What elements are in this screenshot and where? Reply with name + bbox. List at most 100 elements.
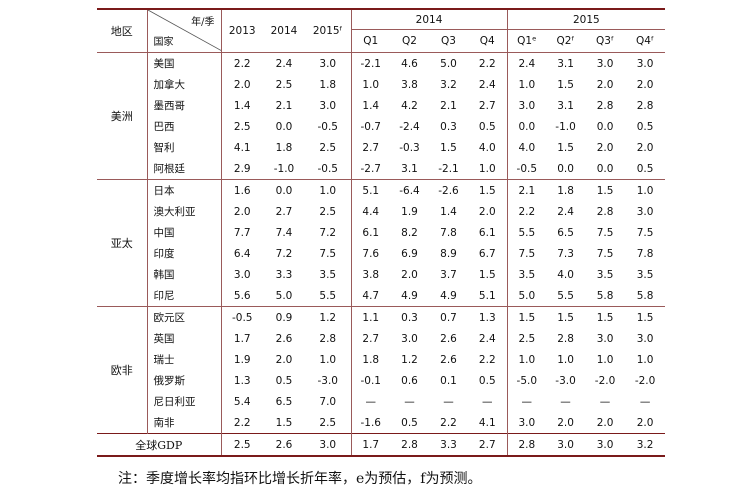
value-cell: 0.0 [275, 120, 293, 133]
value-cell: 1.5 [585, 306, 626, 328]
table-footnote: 注：季度增长率均指环比增长折年率，e为预估，f为预测。 [118, 471, 482, 487]
corner-year-quarter-label: 年/季 [191, 17, 215, 28]
value-cell: 3.8 [362, 268, 380, 281]
region-cell: 美洲 [97, 52, 148, 180]
value-cell: 0.0 [557, 162, 574, 175]
value-cell: 0.3 [440, 120, 457, 133]
value-cell: 7.0 [305, 391, 352, 412]
value-cell: 0.9 [263, 306, 305, 328]
value-cell: 3.5 [596, 268, 614, 281]
value-cell: 7.8 [636, 247, 654, 260]
value-cell: 2.5 [518, 332, 536, 345]
value-cell: 1.5 [557, 78, 574, 91]
quarter-header-2014-q3: Q3 [429, 29, 468, 53]
value-cell: 1.2 [305, 306, 352, 328]
value-cell: 3.5 [636, 268, 654, 281]
table-row: 瑞士 1.9 2.0 1.0 1.8 1.2 2.6 2.2 1.0 1.0 1.0 1.0 [97, 349, 665, 370]
value-cell: 3.0 [518, 416, 536, 429]
country-cell: 印度 [147, 243, 222, 264]
country-cell: 美国 [147, 52, 222, 74]
global-value: 3.0 [585, 433, 626, 457]
value-cell: 4.7 [362, 289, 380, 302]
value-cell: 0.5 [468, 370, 508, 391]
value-cell: 0.0 [518, 120, 536, 133]
value-cell: 8.9 [440, 247, 457, 260]
table-row: 巴西 2.5 0.0 -0.5 -0.7 -2.4 0.3 0.5 0.0 -1.0 0.0 0.5 [97, 116, 665, 137]
value-cell: -0.3 [399, 141, 420, 154]
region-column-header: 地区 [97, 8, 148, 53]
country-cell: 英国 [147, 328, 222, 349]
value-cell: 3.2 [440, 78, 457, 91]
value-cell: — [521, 395, 533, 408]
value-cell: 6.9 [401, 247, 418, 260]
value-cell: 1.5 [585, 179, 626, 201]
corner-country-label: 国家 [153, 37, 174, 48]
value-cell: 0.5 [636, 120, 654, 133]
value-cell: 1.0 [636, 353, 654, 366]
global-value: 2.6 [263, 433, 305, 457]
global-value: 3.3 [429, 433, 468, 457]
value-cell: 3.0 [585, 52, 626, 74]
year-country-corner-header: 年/季 国家 [147, 8, 222, 53]
value-cell: 2.6 [440, 332, 457, 345]
value-cell: 4.9 [401, 289, 418, 302]
global-value: 2.8 [507, 433, 547, 457]
year-header-2014: 2014 [263, 8, 305, 53]
value-cell: 0.0 [596, 162, 614, 175]
value-cell: 2.8 [596, 205, 614, 218]
country-cell: 日本 [147, 179, 222, 201]
global-value: 3.0 [546, 433, 586, 457]
value-cell: 2.2 [468, 52, 508, 74]
value-cell: 2.0 [275, 353, 293, 366]
value-cell: 5.4 [233, 395, 251, 408]
global-gdp-label: 全球GDP [97, 433, 222, 457]
value-cell: 2.5 [305, 137, 352, 158]
value-cell: 3.1 [557, 99, 574, 112]
value-cell: 3.0 [636, 205, 654, 218]
value-cell: -0.5 [305, 116, 352, 137]
value-cell: 1.8 [546, 179, 586, 201]
value-cell: 1.8 [275, 141, 293, 154]
value-cell: 2.0 [636, 416, 654, 429]
value-cell: 2.2 [440, 416, 457, 429]
value-cell: 1.5 [468, 264, 508, 285]
value-cell: 4.0 [557, 268, 574, 281]
country-cell: 欧元区 [147, 306, 222, 328]
value-cell: 2.6 [275, 332, 293, 345]
table-row: 英国 1.7 2.6 2.8 2.7 3.0 2.6 2.4 2.5 2.8 3.0 3.0 [97, 328, 665, 349]
value-cell: 0.5 [275, 374, 293, 387]
value-cell: 1.1 [351, 306, 390, 328]
value-cell: 7.2 [305, 222, 352, 243]
value-cell: 1.3 [468, 306, 508, 328]
country-cell: 加拿大 [147, 74, 222, 95]
value-cell: -2.4 [399, 120, 420, 133]
year-header-2015f: 2015ᶠ [305, 8, 352, 53]
value-cell: 1.7 [233, 332, 251, 345]
value-cell: 2.5 [233, 120, 251, 133]
value-cell: 2.0 [636, 141, 654, 154]
value-cell: -1.6 [360, 416, 382, 429]
value-cell: — [365, 395, 377, 408]
value-cell: 6.1 [468, 222, 508, 243]
global-value: 3.2 [625, 433, 666, 457]
value-cell: 3.5 [305, 264, 352, 285]
value-cell: 2.1 [440, 99, 457, 112]
value-cell: 3.0 [401, 332, 418, 345]
value-cell: 2.7 [362, 141, 380, 154]
table-row: 欧非 欧元区 -0.5 0.9 1.2 1.1 0.3 0.7 1.3 1.5 1.5 1.5 1.5 [97, 306, 666, 434]
value-cell: 2.4 [263, 52, 305, 74]
country-cell: 智利 [147, 137, 222, 158]
value-cell: 2.8 [305, 328, 352, 349]
value-cell: 7.5 [596, 247, 614, 260]
value-cell: 1.5 [625, 306, 666, 328]
value-cell: — [443, 395, 454, 408]
value-cell: 7.5 [518, 247, 536, 260]
value-cell: 5.8 [636, 289, 654, 302]
table-row: 韩国 3.0 3.3 3.5 3.8 2.0 3.7 1.5 3.5 4.0 3.5 3.5 [97, 264, 665, 285]
table-row: 墨西哥 1.4 2.1 3.0 1.4 4.2 2.1 2.7 3.0 3.1 2.8 2.8 [97, 95, 665, 116]
value-cell: -6.4 [390, 179, 429, 201]
value-cell: 1.0 [362, 78, 380, 91]
value-cell: 3.5 [518, 268, 536, 281]
year-header-2013: 2013 [221, 8, 263, 53]
value-cell: -2.0 [594, 374, 616, 387]
